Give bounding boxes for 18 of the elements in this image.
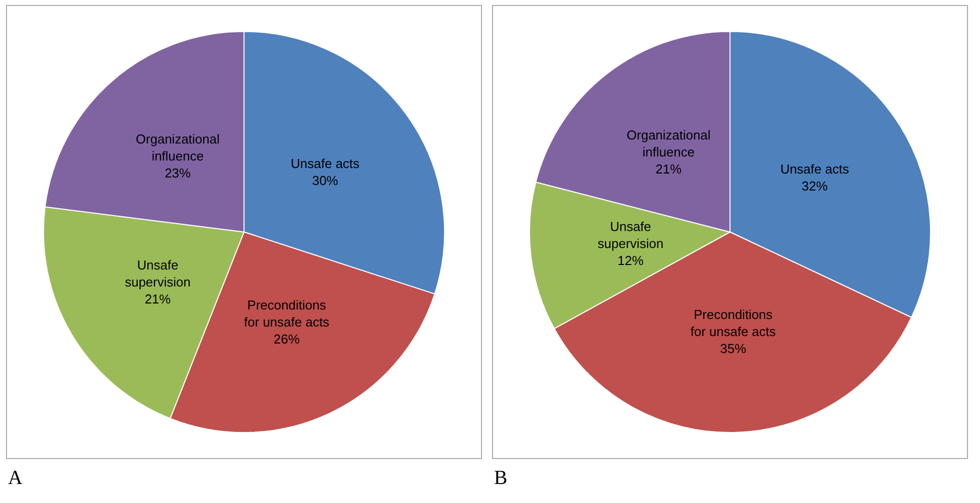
slice-label: Unsafe acts (780, 161, 850, 176)
slice-label: Unsafe supervision (598, 219, 664, 252)
data-label: 30% (312, 173, 339, 188)
data-label: 23% (164, 165, 192, 180)
text: B (493, 466, 508, 490)
data-label: 32% (802, 178, 828, 194)
data-label: 35% (720, 340, 747, 356)
data-label: 26% (274, 331, 300, 346)
data-label: 21% (656, 161, 682, 176)
slice-label: Preconditions for unsafe acts (690, 306, 776, 339)
text: A (7, 466, 24, 490)
slice-label: Organizational influence (136, 131, 220, 164)
data-label: 12% (618, 253, 644, 268)
data-label: 21% (144, 292, 172, 307)
slice-label: Preconditions for unsafe acts (244, 297, 330, 330)
slice-label: Organizational influence (626, 127, 711, 160)
slice-label: Unsafe acts (290, 156, 360, 172)
slice-label: Unsafe supervision (124, 258, 191, 290)
